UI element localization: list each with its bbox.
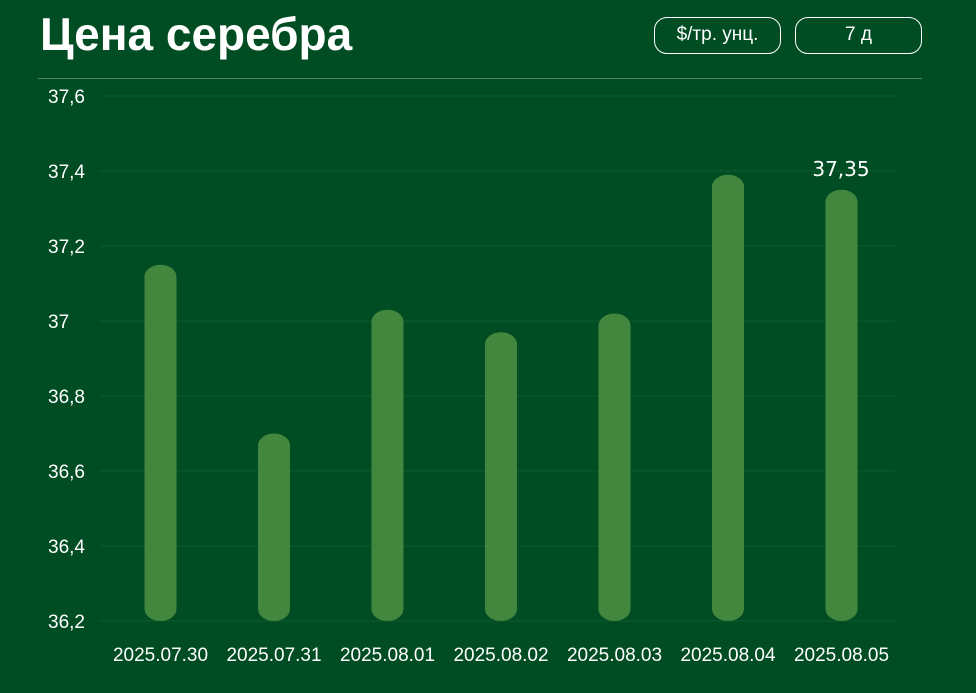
x-tick-label: 2025.08.04 [680, 645, 776, 666]
y-tick-label: 36,4 [48, 537, 85, 558]
data-label: 37,35 [812, 157, 869, 181]
x-tick-label: 2025.07.31 [226, 645, 321, 666]
data-labels: 37,35 [812, 157, 869, 181]
y-axis: 36,2 36,4 36,6 36,8 37 37,2 37,4 37,6 [48, 87, 85, 633]
bars [144, 174, 858, 622]
y-tick-label: 36,8 [48, 387, 85, 408]
bar[interactable] [371, 309, 404, 621]
bar[interactable] [485, 332, 517, 621]
bar[interactable] [598, 313, 631, 622]
x-tick-label: 2025.08.03 [567, 645, 662, 666]
x-tick-label: 2025.08.02 [453, 645, 548, 666]
y-tick-label: 36,2 [48, 612, 85, 633]
bar[interactable] [258, 433, 290, 622]
x-axis: 2025.07.30 2025.07.31 2025.08.01 2025.08.02… [113, 645, 889, 666]
bar[interactable] [825, 189, 858, 621]
y-tick-label: 36,6 [48, 462, 85, 483]
y-tick-label: 37,6 [48, 87, 85, 108]
header-divider [38, 78, 922, 79]
page-title: Цена серебра [40, 8, 353, 60]
y-tick-label: 37 [48, 312, 69, 333]
y-tick-label: 37,2 [48, 237, 85, 258]
x-tick-label: 2025.07.30 [113, 645, 208, 666]
x-tick-label: 2025.08.01 [340, 645, 435, 666]
time-range-button[interactable]: 7 д [795, 17, 922, 54]
bar[interactable] [712, 174, 744, 621]
unit-selector-button[interactable]: $/тр. унц. [654, 17, 781, 54]
bar[interactable] [144, 264, 177, 621]
x-tick-label: 2025.08.05 [794, 645, 889, 666]
y-tick-label: 37,4 [48, 162, 85, 183]
